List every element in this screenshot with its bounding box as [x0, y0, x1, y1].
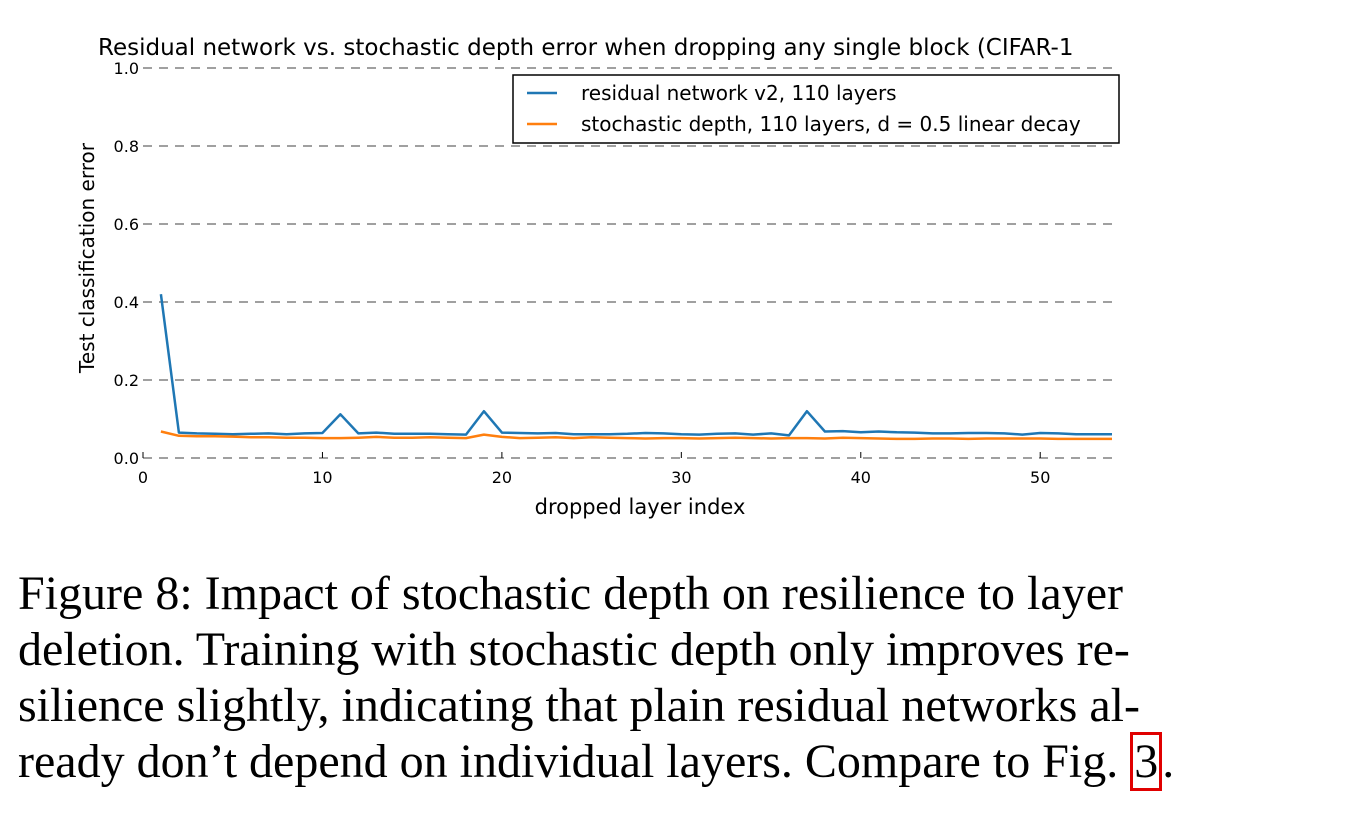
y-tick-label-0: 0.0	[114, 449, 139, 468]
x-tick-label-5: 50	[1030, 468, 1050, 487]
figure-caption: Figure 8: Impact of stochastic depth on …	[18, 566, 1258, 791]
caption-line-3: silience slightly, indicating that plain…	[18, 679, 1140, 732]
x-tick-label-3: 30	[671, 468, 691, 487]
y-gridlines	[143, 67, 1112, 459]
caption-line-4-text: ready don’t depend on individual layers.…	[18, 735, 1131, 788]
series-lines	[159, 294, 1112, 441]
caption-line-1: Figure 8: Impact of stochastic depth on …	[18, 567, 1123, 620]
y-tick-label-1: 0.2	[114, 371, 139, 390]
legend-label-residual: residual network v2, 110 layers	[581, 81, 897, 105]
x-axis-label: dropped layer index	[535, 495, 746, 519]
caption-line-4: ready don’t depend on individual layers.…	[18, 732, 1258, 791]
series-line-residual	[159, 294, 1112, 437]
series-line-stochastic	[160, 430, 1112, 441]
caption-line-4-end: .	[1162, 735, 1175, 788]
x-tick-label-2: 20	[492, 468, 512, 487]
y-axis-ticks: 0.0 0.2 0.4 0.6 0.8 1.0	[114, 59, 139, 468]
caption-line-2: deletion. Training with stochastic depth…	[18, 623, 1130, 676]
chart-title: Residual network vs. stochastic depth er…	[98, 35, 1073, 61]
x-tick-label-0: 0	[138, 468, 148, 487]
y-tick-label-2: 0.4	[114, 293, 139, 312]
y-axis-label: Test classification error	[75, 142, 99, 374]
x-axis-ticks: 0 10 20 30 40 50	[138, 452, 1050, 487]
x-tick-label-4: 40	[851, 468, 871, 487]
y-tick-label-5: 1.0	[114, 59, 139, 78]
legend-label-stochastic: stochastic depth, 110 layers, d = 0.5 li…	[581, 112, 1081, 136]
line-chart: Residual network vs. stochastic depth er…	[75, 35, 1120, 519]
legend-box	[512, 74, 1120, 144]
figure-reference-link[interactable]: 3	[1130, 732, 1163, 791]
y-tick-label-3: 0.6	[114, 215, 139, 234]
legend: residual network v2, 110 layers stochast…	[512, 74, 1120, 144]
y-tick-label-4: 0.8	[114, 137, 139, 156]
x-tick-label-1: 10	[312, 468, 332, 487]
